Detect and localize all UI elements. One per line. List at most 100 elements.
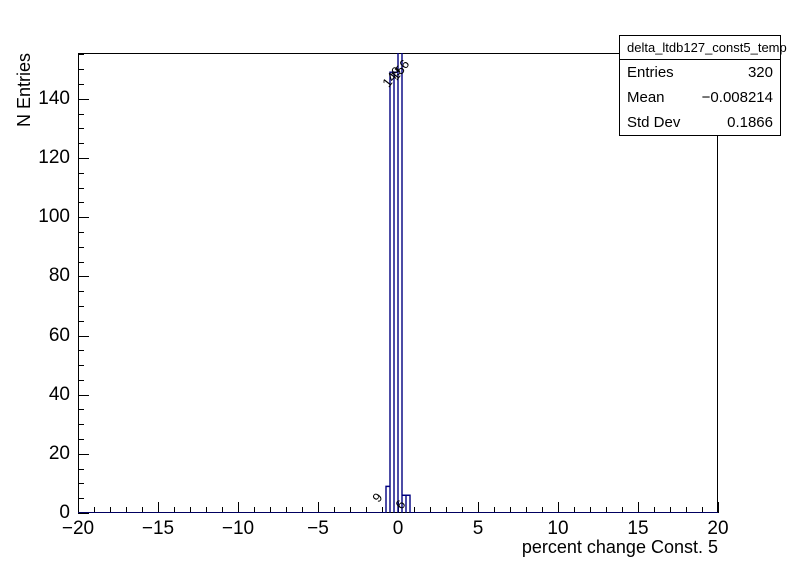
x-tick bbox=[158, 502, 159, 513]
y-tick bbox=[78, 483, 84, 484]
y-tick-label: 20 bbox=[48, 442, 70, 464]
x-tick bbox=[526, 507, 527, 513]
y-tick bbox=[78, 69, 84, 70]
x-tick bbox=[334, 507, 335, 513]
x-tick bbox=[302, 507, 303, 513]
y-tick bbox=[78, 469, 84, 470]
y-tick bbox=[78, 276, 89, 277]
x-tick bbox=[718, 502, 719, 513]
y-tick bbox=[78, 232, 84, 233]
x-tick bbox=[174, 507, 175, 513]
y-tick bbox=[78, 54, 84, 55]
y-tick bbox=[78, 336, 89, 337]
y-tick bbox=[78, 409, 84, 410]
y-tick bbox=[78, 395, 89, 396]
x-tick bbox=[142, 507, 143, 513]
stats-row: Mean −0.008214 bbox=[620, 85, 780, 110]
x-tick bbox=[494, 507, 495, 513]
x-tick bbox=[366, 507, 367, 513]
y-tick bbox=[78, 262, 84, 263]
x-tick-label: 10 bbox=[547, 518, 569, 539]
y-axis-title: N Entries bbox=[14, 53, 34, 128]
y-tick-label: 40 bbox=[48, 383, 70, 405]
histogram-outline bbox=[78, 53, 718, 513]
x-tick bbox=[126, 507, 127, 513]
y-tick bbox=[78, 291, 84, 292]
stats-row: Entries 320 bbox=[620, 60, 780, 85]
y-tick bbox=[78, 188, 84, 189]
stats-row-value: 320 bbox=[747, 64, 773, 81]
x-tick bbox=[478, 502, 479, 513]
x-tick bbox=[462, 507, 463, 513]
x-tick bbox=[430, 507, 431, 513]
y-tick bbox=[78, 424, 84, 425]
y-tick bbox=[78, 380, 84, 381]
x-tick bbox=[670, 507, 671, 513]
y-tick bbox=[78, 247, 84, 248]
x-tick-label: 5 bbox=[472, 518, 484, 539]
x-tick-label: −5 bbox=[307, 518, 329, 539]
y-tick-label: 140 bbox=[38, 87, 70, 109]
y-tick bbox=[78, 365, 84, 366]
y-tick bbox=[78, 173, 84, 174]
x-tick-label: −10 bbox=[221, 518, 255, 539]
x-tick bbox=[510, 507, 511, 513]
histogram-series bbox=[78, 53, 718, 513]
stats-row-key: Std Dev bbox=[627, 114, 681, 131]
stats-box-title: delta_ltdb127_const5_temp bbox=[620, 36, 787, 60]
y-tick-label: 120 bbox=[38, 147, 70, 169]
y-tick bbox=[78, 217, 89, 218]
x-tick bbox=[414, 507, 415, 513]
x-tick bbox=[238, 502, 239, 513]
x-tick bbox=[654, 507, 655, 513]
y-tick bbox=[78, 350, 84, 351]
x-tick bbox=[254, 507, 255, 513]
x-tick bbox=[606, 507, 607, 513]
y-tick bbox=[78, 114, 84, 115]
stats-box[interactable]: delta_ltdb127_const5_temp Entries 320 Mean… bbox=[619, 35, 787, 136]
y-tick bbox=[78, 321, 84, 322]
y-tick bbox=[78, 84, 84, 85]
x-tick-label: 15 bbox=[627, 518, 649, 539]
x-tick bbox=[94, 507, 95, 513]
x-tick-label: −15 bbox=[141, 518, 175, 539]
x-tick bbox=[638, 502, 639, 513]
y-tick bbox=[78, 513, 89, 514]
x-tick bbox=[382, 507, 383, 513]
x-tick bbox=[590, 507, 591, 513]
x-tick bbox=[190, 507, 191, 513]
y-tick bbox=[78, 128, 84, 129]
x-tick-label: 20 bbox=[707, 518, 729, 539]
x-axis-title: percent change Const. 5 bbox=[521, 537, 718, 557]
x-tick-label: −20 bbox=[61, 518, 95, 539]
x-tick bbox=[318, 502, 319, 513]
x-tick bbox=[558, 502, 559, 513]
x-tick bbox=[110, 507, 111, 513]
y-tick bbox=[78, 143, 84, 144]
x-tick bbox=[350, 507, 351, 513]
x-tick bbox=[574, 507, 575, 513]
y-tick-label: 80 bbox=[48, 265, 70, 287]
stats-row: Std Dev 0.1866 bbox=[620, 110, 780, 135]
x-tick bbox=[222, 507, 223, 513]
x-tick-label: 0 bbox=[392, 518, 404, 539]
stats-row-value: −0.008214 bbox=[701, 89, 773, 106]
y-tick bbox=[78, 202, 84, 203]
x-tick bbox=[78, 502, 79, 513]
y-tick bbox=[78, 158, 89, 159]
x-tick bbox=[286, 507, 287, 513]
y-tick bbox=[78, 454, 89, 455]
x-tick bbox=[206, 507, 207, 513]
y-tick-label: 60 bbox=[48, 324, 70, 346]
x-tick bbox=[622, 507, 623, 513]
stats-box-rows: Entries 320 Mean −0.008214 Std Dev 0.1866 bbox=[620, 60, 780, 135]
stats-row-value: 0.1866 bbox=[727, 114, 773, 131]
y-tick-label: 100 bbox=[38, 206, 70, 228]
x-tick bbox=[446, 507, 447, 513]
stats-row-key: Entries bbox=[627, 64, 674, 81]
y-tick bbox=[78, 306, 84, 307]
y-tick bbox=[78, 439, 84, 440]
stats-row-key: Mean bbox=[627, 89, 665, 106]
x-tick bbox=[270, 507, 271, 513]
